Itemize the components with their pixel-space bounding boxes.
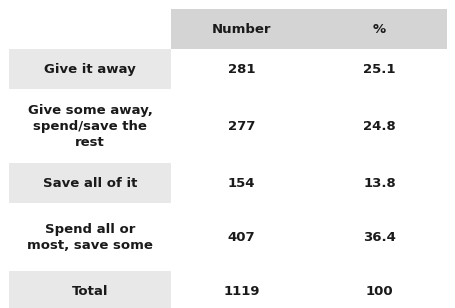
Bar [312,49,446,89]
Text: 277: 277 [228,120,255,133]
Bar [9,203,171,271]
Bar [9,9,171,49]
Bar [312,203,446,271]
Bar [171,271,312,308]
Text: 100: 100 [365,285,393,298]
Bar [171,9,312,49]
Text: Total: Total [71,285,108,298]
Text: 25.1: 25.1 [363,63,395,76]
Bar [312,271,446,308]
Text: Give some away,
spend/save the
rest: Give some away, spend/save the rest [28,104,152,149]
Bar [312,163,446,203]
Bar [171,49,312,89]
Text: 36.4: 36.4 [362,231,395,244]
Bar [312,9,446,49]
Bar [171,89,312,163]
Text: 24.8: 24.8 [363,120,395,133]
Bar [171,163,312,203]
Text: %: % [372,23,385,36]
Bar [312,89,446,163]
Bar [171,203,312,271]
Text: Give it away: Give it away [44,63,136,76]
Bar [9,89,171,163]
Text: 407: 407 [228,231,255,244]
Text: Save all of it: Save all of it [43,177,137,190]
Text: 1119: 1119 [223,285,259,298]
Text: 281: 281 [228,63,255,76]
Text: Number: Number [212,23,271,36]
Text: 13.8: 13.8 [363,177,395,190]
Bar [9,163,171,203]
Bar [9,271,171,308]
Text: 154: 154 [228,177,255,190]
Text: Spend all or
most, save some: Spend all or most, save some [27,223,153,252]
Bar [9,49,171,89]
